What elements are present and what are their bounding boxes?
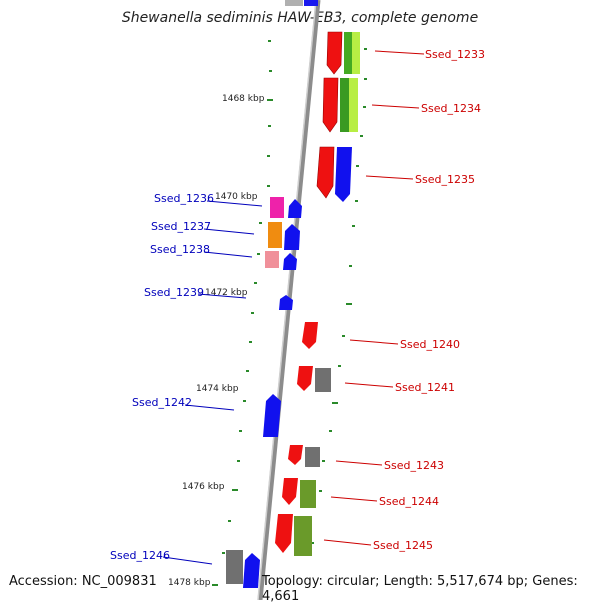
gene-label-ssed-1233[interactable]: Ssed_1233 bbox=[425, 48, 485, 61]
gene-label-ssed-1240[interactable]: Ssed_1240 bbox=[400, 338, 460, 351]
gene-ssed-1239[interactable] bbox=[279, 295, 293, 310]
gene-label-ssed-1235[interactable]: Ssed_1235 bbox=[415, 173, 475, 186]
gene-ssed-1238[interactable] bbox=[265, 251, 297, 270]
gene-ssed-1240[interactable] bbox=[302, 322, 318, 349]
kbp-label: 1476 kbp bbox=[182, 482, 225, 492]
gene-label-ssed-1238[interactable]: Ssed_1238 bbox=[150, 243, 210, 256]
gene-ssed-1236[interactable] bbox=[270, 197, 302, 218]
gene-label-ssed-1239[interactable]: Ssed_1239 bbox=[144, 286, 204, 299]
gene-label-ssed-1241[interactable]: Ssed_1241 bbox=[395, 381, 455, 394]
kbp-label: 1478 kbp bbox=[168, 578, 211, 588]
gene-label-ssed-1245[interactable]: Ssed_1245 bbox=[373, 539, 433, 552]
gene-ssed-1246[interactable] bbox=[226, 550, 260, 588]
gene-label-ssed-1236[interactable]: Ssed_1236 bbox=[154, 192, 214, 205]
gene-ssed-1233[interactable] bbox=[326, 31, 360, 75]
gene-ssed-1244[interactable] bbox=[282, 478, 316, 508]
gene-label-ssed-1242[interactable]: Ssed_1242 bbox=[132, 396, 192, 409]
gene-label-ssed-1237[interactable]: Ssed_1237 bbox=[151, 220, 211, 233]
gene-label-ssed-1244[interactable]: Ssed_1244 bbox=[379, 495, 439, 508]
accession-text: Accession: NC_009831 bbox=[9, 574, 157, 589]
gene-ssed-1235[interactable] bbox=[316, 146, 352, 202]
gene-ssed-1234[interactable] bbox=[322, 77, 358, 133]
kbp-label: 1468 kbp bbox=[222, 94, 265, 104]
gene-ssed-1245[interactable] bbox=[275, 514, 312, 556]
gene-label-ssed-1243[interactable]: Ssed_1243 bbox=[384, 459, 444, 472]
gene-ssed-1243[interactable] bbox=[288, 445, 320, 467]
map-title: Shewanella sediminis HAW-EB3, complete g… bbox=[121, 10, 479, 26]
gene-label-ssed-1246[interactable]: Ssed_1246 bbox=[110, 549, 170, 562]
gene-ssed-1237[interactable] bbox=[268, 222, 300, 250]
kbp-label: 1470 kbp bbox=[215, 192, 258, 202]
gene-ssed-1241[interactable] bbox=[297, 366, 331, 392]
kbp-label: 1472 kbp bbox=[205, 288, 248, 298]
gene-label-ssed-1234[interactable]: Ssed_1234 bbox=[421, 102, 481, 115]
kbp-label: 1474 kbp bbox=[196, 384, 239, 394]
tick-marks bbox=[212, 40, 367, 586]
gene-ssed-1242[interactable] bbox=[263, 394, 281, 437]
